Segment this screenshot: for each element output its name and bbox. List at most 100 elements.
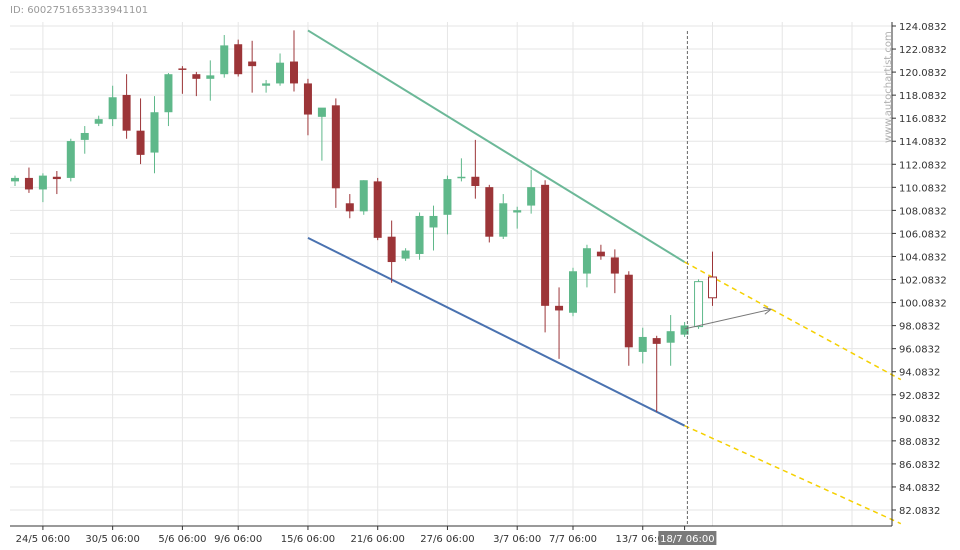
y-tick-labels: 124.0832 122.0832 120.0832 118.0832 116.0832… (892, 22, 947, 517)
candle-body (317, 107, 326, 117)
watermark: www.autochartist.com (883, 31, 894, 143)
candle-body (555, 305, 564, 311)
x-tick-label: 7/7 06:00 (549, 534, 597, 545)
candle-body (108, 97, 117, 120)
candle-body (150, 112, 159, 153)
candle-body (192, 74, 201, 79)
candle-body (485, 187, 494, 237)
lower-channel-line (307, 236, 686, 427)
candle-body (652, 338, 661, 344)
candle-bull (206, 60, 215, 101)
candle-bull (11, 175, 19, 186)
y-tick-label: 114.0832 (899, 137, 947, 148)
candle-bear (610, 249, 619, 294)
candle-body (624, 274, 633, 348)
candle-bull (66, 138, 75, 182)
candle-bear (624, 271, 633, 366)
x-tick-label: 5/6 06:00 (158, 534, 206, 545)
y-tick-label: 94.0832 (899, 368, 940, 379)
candle-bear (234, 39, 243, 77)
candle-bear (136, 98, 145, 165)
candle-body (415, 215, 424, 254)
candle-bull (401, 248, 410, 261)
x-tick-label: 27/6 06:00 (420, 534, 474, 545)
candle-body (471, 176, 480, 186)
candles (11, 30, 689, 412)
candle-bear (178, 66, 187, 94)
candle-body (401, 250, 410, 259)
candle-bull (276, 53, 285, 86)
y-tick-label: 108.0832 (899, 206, 947, 217)
candle-bull (415, 212, 424, 260)
candle-body (52, 176, 61, 180)
candle-bull (150, 96, 159, 174)
candle-bull (220, 35, 229, 78)
candle-bear (303, 78, 312, 136)
candle-bull (108, 85, 117, 127)
candle-body (638, 336, 647, 352)
x-tick-label: 24/5 06:00 (16, 534, 70, 545)
candle-bull (513, 206, 522, 229)
x-tick-label: 21/6 06:00 (350, 534, 404, 545)
candle-bull (164, 73, 173, 127)
candle-bear (596, 244, 605, 260)
candle-bear (471, 139, 480, 199)
candle-body (11, 177, 19, 182)
forecast-candle-body (708, 276, 717, 299)
y-tick-label: 84.0832 (899, 483, 940, 494)
candle-body (136, 130, 145, 155)
candle-body (234, 44, 243, 75)
forecast-arrow-head (763, 307, 773, 315)
candle-bear (541, 180, 550, 333)
candle-bear (345, 194, 354, 219)
candle-bull (680, 321, 689, 337)
candle-body (345, 203, 354, 212)
candle-bull (80, 126, 89, 154)
candle-bull (457, 158, 466, 182)
y-tick-label: 120.0832 (899, 68, 947, 79)
candle-body (66, 141, 75, 178)
y-tick-label: 110.0832 (899, 183, 947, 194)
y-tick-label: 88.0832 (899, 437, 940, 448)
cursor-label: 18/7 06:00 (660, 534, 714, 545)
candle-body (457, 176, 466, 179)
candle-body (443, 179, 452, 215)
time-cursor[interactable]: 18/7 06:00 (658, 31, 717, 545)
candle-body (387, 236, 396, 263)
candle-bull (359, 180, 368, 215)
x-tick-label: 15/6 06:00 (281, 534, 335, 545)
candle-bull (499, 194, 508, 239)
cursor-label-bg (658, 531, 717, 545)
x-tick-label: 13/7 06:00 (616, 534, 670, 545)
candle-bull (443, 175, 452, 235)
candle-bull (429, 205, 438, 251)
candle-bear (122, 74, 131, 139)
y-tick-label: 86.0832 (899, 460, 940, 471)
forecast-candle (694, 279, 704, 329)
candle-bear (248, 40, 257, 93)
y-tick-label: 98.0832 (899, 322, 940, 333)
candle-bull (569, 267, 577, 317)
upper-channel-line (307, 29, 686, 263)
candle-bull (582, 244, 591, 288)
y-tick-label: 118.0832 (899, 91, 947, 102)
candle-bear (24, 167, 33, 193)
y-tick-label: 82.0832 (899, 506, 940, 517)
candle-bear (485, 184, 494, 243)
candle-bear (652, 335, 661, 412)
y-tick-label: 92.0832 (899, 391, 940, 402)
candle-bull (638, 327, 647, 364)
candle-body (680, 325, 689, 335)
y-tick-label: 100.0832 (899, 299, 947, 310)
channel-lines (307, 29, 902, 525)
candle-body (262, 83, 271, 86)
x-tick-label: 3/7 06:00 (493, 534, 541, 545)
candle-bull (262, 79, 271, 93)
candle-body (303, 83, 312, 115)
y-tick-label: 112.0832 (899, 160, 947, 171)
candle-body (527, 187, 536, 206)
chart-id: ID: 6002751653333941101 (10, 5, 148, 16)
candle-bear (52, 171, 61, 195)
